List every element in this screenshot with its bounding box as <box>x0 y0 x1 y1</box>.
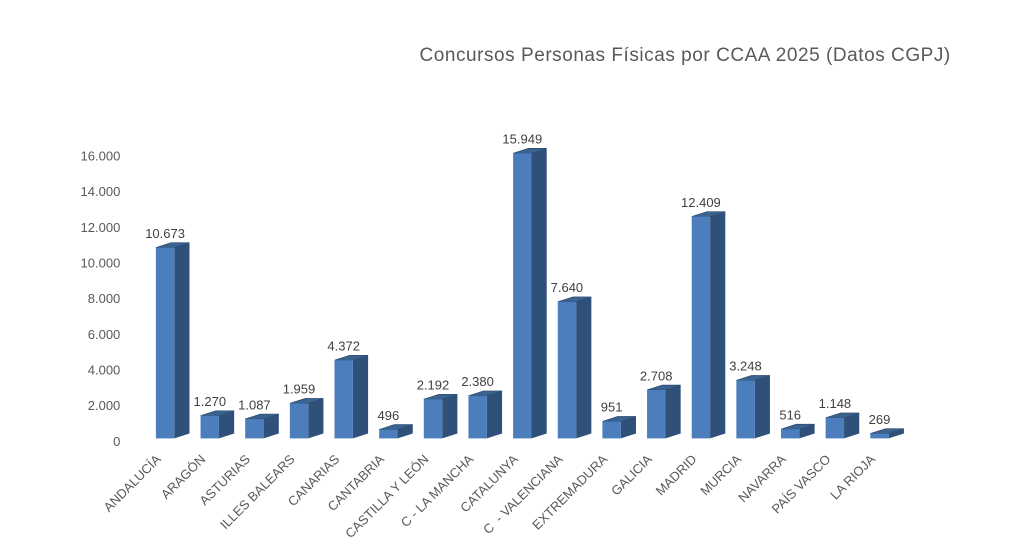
svg-text:3.248: 3.248 <box>729 359 762 374</box>
svg-text:14.000: 14.000 <box>81 184 121 199</box>
svg-text:2.192: 2.192 <box>417 378 450 393</box>
svg-text:496: 496 <box>378 408 400 423</box>
svg-text:15.949: 15.949 <box>502 132 542 147</box>
svg-text:1.959: 1.959 <box>283 382 316 397</box>
svg-text:4.372: 4.372 <box>327 339 360 354</box>
svg-text:10.673: 10.673 <box>145 226 185 241</box>
svg-text:12.000: 12.000 <box>81 220 121 235</box>
svg-text:951: 951 <box>601 400 623 415</box>
svg-text:7.640: 7.640 <box>551 280 584 295</box>
svg-text:6.000: 6.000 <box>88 327 121 342</box>
svg-text:1.148: 1.148 <box>819 396 852 411</box>
svg-text:269: 269 <box>869 412 891 427</box>
svg-text:0: 0 <box>113 434 120 449</box>
svg-text:8.000: 8.000 <box>88 291 121 306</box>
svg-text:16.000: 16.000 <box>81 148 121 163</box>
svg-text:12.409: 12.409 <box>681 195 721 210</box>
svg-text:4.000: 4.000 <box>88 363 121 378</box>
svg-text:2.000: 2.000 <box>88 398 121 413</box>
svg-text:Concursos Personas Físicas por: Concursos Personas Físicas por CCAA 2025… <box>420 45 951 66</box>
svg-text:2.708: 2.708 <box>640 368 673 383</box>
svg-text:516: 516 <box>779 408 801 423</box>
svg-text:10.000: 10.000 <box>81 256 121 271</box>
svg-text:2.380: 2.380 <box>461 374 494 389</box>
svg-text:1.270: 1.270 <box>194 394 227 409</box>
svg-text:1.087: 1.087 <box>238 397 271 412</box>
